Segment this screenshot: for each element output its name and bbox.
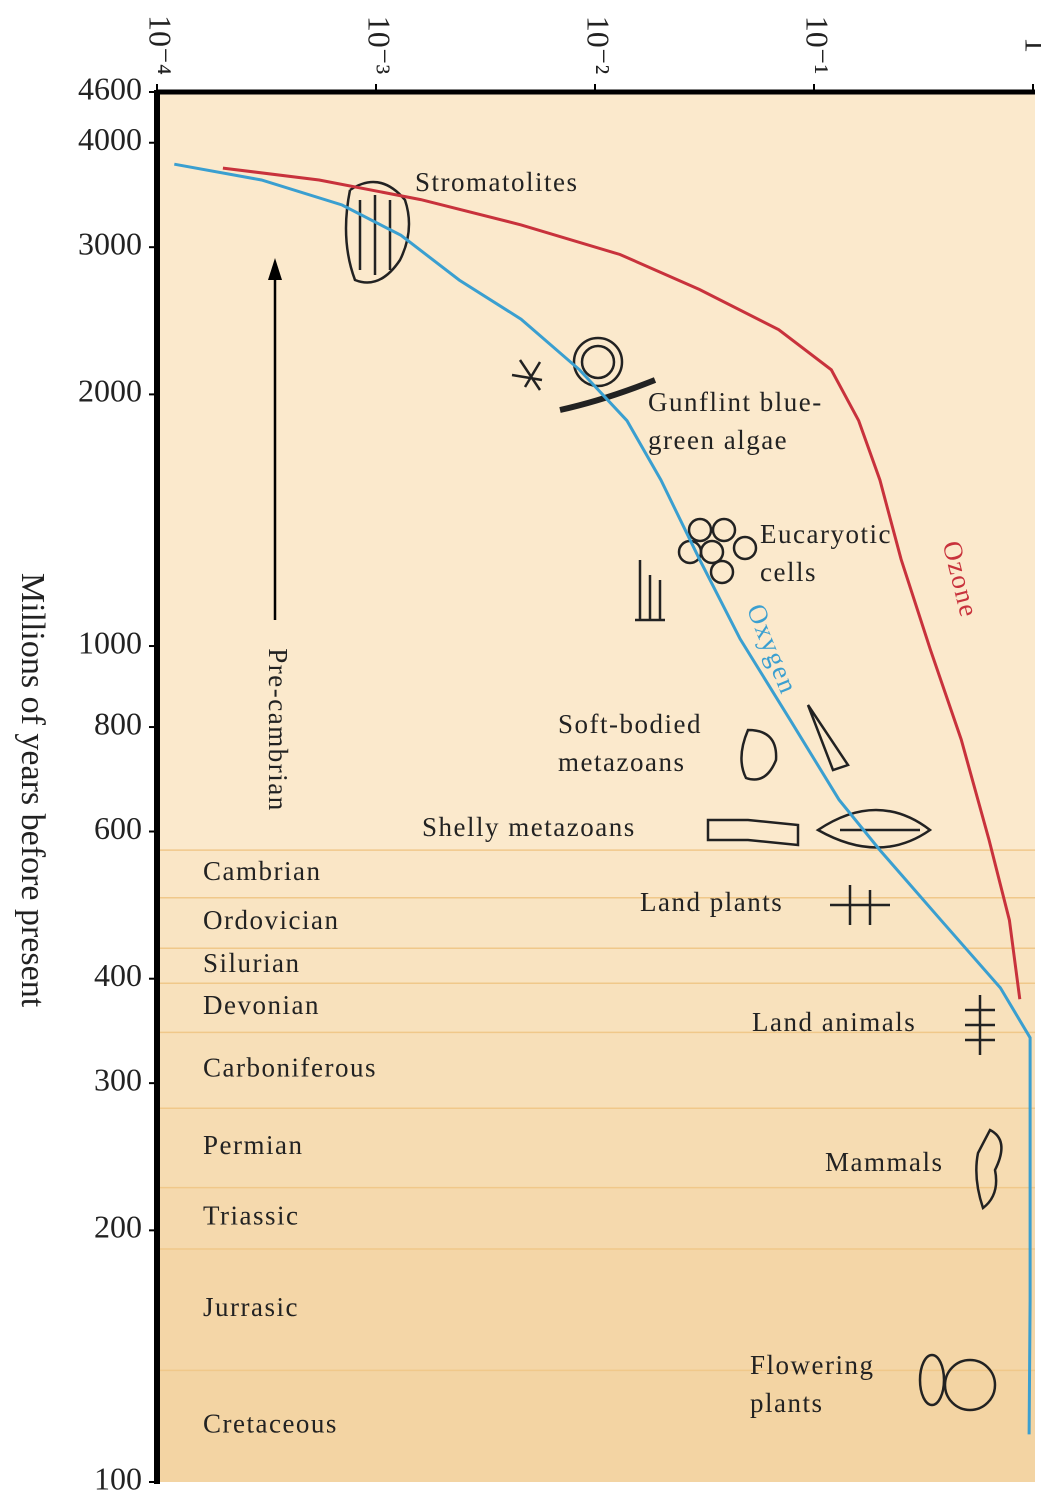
algae-icon <box>572 336 624 388</box>
annotation: Shelly metazoans <box>422 812 636 842</box>
annotation: Flowering <box>750 1350 875 1380</box>
annotation: plants <box>750 1388 824 1418</box>
trilobite-icon <box>815 808 933 849</box>
annotation: Mammals <box>825 1147 944 1177</box>
period-label: Carboniferous <box>203 1053 377 1083</box>
annotation: Eucaryotic <box>760 519 892 549</box>
period-band <box>157 1187 1035 1249</box>
period-label: Devonian <box>203 990 320 1020</box>
annotation: Land animals <box>752 1007 916 1037</box>
leaf-icon <box>918 1353 946 1407</box>
y-axis-label: Millions of years before present <box>14 573 51 1008</box>
annotation: metazoans <box>558 747 685 777</box>
y-tick-label: 200 <box>94 1209 142 1245</box>
y-tick-label: 4600 <box>78 70 142 106</box>
period-band <box>157 1370 1035 1482</box>
annotation: Soft-bodied <box>558 709 702 739</box>
y-tick-label: 1000 <box>78 624 142 660</box>
filament-icon <box>635 560 665 622</box>
mammal-icon <box>975 1128 1003 1211</box>
worm-icon <box>806 704 850 772</box>
stromatolite-icon <box>344 180 411 284</box>
cell-icon <box>732 535 758 561</box>
period-label: Cretaceous <box>203 1408 338 1438</box>
y-tick-label: 2000 <box>78 373 142 409</box>
y-tick-label: 400 <box>94 957 142 993</box>
period-band <box>157 1108 1035 1188</box>
cell-icon <box>711 517 737 543</box>
x-tick-label: 10⁻² <box>581 16 617 74</box>
algae-star <box>511 359 543 391</box>
cell-icon <box>709 559 735 585</box>
era-label: Pre-cambrian <box>263 648 293 811</box>
y-tick-label: 4000 <box>78 121 142 157</box>
y-tick-label: 800 <box>94 705 142 741</box>
period-band <box>157 983 1035 1033</box>
period-label: Permian <box>203 1130 303 1160</box>
algae-icon-inner <box>580 344 616 380</box>
annotation: green algae <box>648 425 788 455</box>
y-tick-label: 300 <box>94 1061 142 1097</box>
x-tick-label: 10⁻⁴ <box>143 15 179 75</box>
annotation: Land plants <box>640 887 783 917</box>
period-label: Cambrian <box>203 856 321 886</box>
y-tick-label: 3000 <box>78 226 142 262</box>
era-arrow-head <box>268 258 282 280</box>
annotation: Gunflint blue- <box>648 387 823 417</box>
period-band <box>157 948 1035 984</box>
cell-icon <box>687 517 713 543</box>
shell-icon <box>706 818 800 847</box>
y-tick-label: 100 <box>94 1460 142 1496</box>
x-tick-label: 10⁻³ <box>362 16 398 74</box>
plant-icon <box>830 885 890 925</box>
x-tick-label: 10⁻¹ <box>800 16 836 74</box>
period-label: Silurian <box>203 948 301 978</box>
x-tick-label: 1 <box>1019 37 1041 53</box>
series-line <box>222 166 1022 1000</box>
insect-icon <box>965 995 995 1055</box>
annotation: cells <box>760 557 817 587</box>
period-label: Triassic <box>203 1200 300 1230</box>
period-band <box>157 1248 1035 1371</box>
y-tick-label: 600 <box>94 810 142 846</box>
period-label: Ordovician <box>203 905 339 935</box>
period-label: Jurrasic <box>203 1292 299 1322</box>
soft-body-icon <box>740 728 778 781</box>
series-line <box>174 162 1032 1435</box>
annotation: Stromatolites <box>415 167 579 197</box>
fossil-sketches <box>344 180 1003 1412</box>
period-band <box>157 1032 1035 1109</box>
